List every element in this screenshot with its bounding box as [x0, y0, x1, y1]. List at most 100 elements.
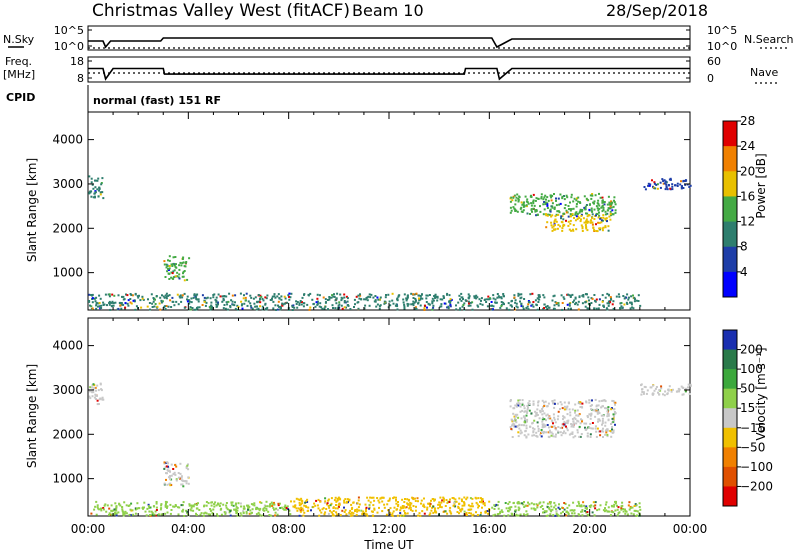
- heat-cell: [532, 200, 535, 203]
- heat-cell: [442, 500, 445, 503]
- heat-cell: [500, 303, 503, 306]
- heat-cell: [248, 512, 251, 515]
- heat-cell: [297, 498, 300, 501]
- heat-cell: [606, 292, 609, 295]
- heat-cell: [601, 210, 604, 213]
- heat-cell: [388, 497, 391, 500]
- heat-cell: [557, 506, 560, 509]
- heat-cell: [399, 506, 402, 509]
- heat-cell: [561, 195, 564, 198]
- heat-cell: [98, 189, 100, 192]
- heat-cell: [108, 295, 111, 298]
- heat-cell: [165, 505, 168, 508]
- heat-cell: [517, 294, 520, 297]
- heat-cell: [326, 503, 328, 506]
- colorbar-swatch-1-2: [723, 369, 737, 390]
- heat-cell: [90, 177, 93, 180]
- heat-cell: [575, 301, 578, 304]
- heat-cell: [543, 196, 546, 199]
- heat-cell: [431, 300, 434, 303]
- heat-cell: [181, 294, 184, 297]
- heat-cell: [279, 507, 282, 509]
- heat-cell: [601, 196, 604, 199]
- heat-cell: [349, 509, 352, 512]
- heat-cell: [491, 506, 494, 509]
- heat-cell: [236, 507, 239, 509]
- heat-cell: [523, 415, 525, 418]
- heat-cell: [93, 386, 96, 389]
- heat-cell: [242, 297, 245, 300]
- heat-cell: [633, 300, 636, 303]
- heat-cell: [596, 213, 599, 215]
- heat-cell: [548, 508, 551, 511]
- heat-cell: [584, 426, 586, 429]
- heat-cell: [261, 514, 264, 517]
- heat-cell: [570, 423, 573, 425]
- heat-cell: [443, 302, 446, 305]
- heat-cell: [599, 434, 602, 437]
- heat-cell: [479, 514, 482, 517]
- heat-cell: [347, 304, 349, 307]
- heat-cell: [328, 506, 331, 509]
- heat-cell: [495, 301, 498, 304]
- heat-cell: [172, 277, 175, 280]
- heat-cell: [571, 418, 574, 420]
- heat-cell: [426, 506, 429, 509]
- heat-cell: [557, 410, 560, 413]
- heat-cell: [173, 471, 176, 474]
- heat-cell: [413, 301, 416, 304]
- heat-cell: [275, 507, 278, 510]
- heat-cell: [200, 512, 203, 515]
- heat-cell: [537, 294, 540, 297]
- heat-cell: [151, 306, 154, 308]
- heat-cell: [174, 256, 177, 258]
- heat-cell: [554, 421, 557, 424]
- heat-cell: [584, 507, 587, 509]
- heat-cell: [178, 273, 181, 276]
- heat-cell: [600, 429, 603, 432]
- heat-cell: [621, 307, 624, 309]
- heat-cell: [194, 503, 197, 506]
- heat-cell: [579, 406, 582, 408]
- heat-cell: [542, 203, 545, 206]
- heat-cell: [521, 409, 524, 412]
- heat-cell: [586, 221, 589, 224]
- heat-cell: [551, 214, 554, 217]
- heat-cell: [377, 499, 380, 502]
- heat-cell: [595, 230, 598, 232]
- heat-cell: [467, 296, 470, 299]
- heat-cell: [426, 294, 429, 297]
- heat-cell: [438, 501, 441, 504]
- heat-cell: [201, 304, 204, 306]
- heat-cell: [579, 422, 582, 425]
- small-tick-right-1-0: 60: [707, 55, 721, 68]
- heat-cell: [687, 383, 690, 386]
- heat-cell: [365, 510, 367, 513]
- heat-cell: [263, 506, 266, 509]
- heat-cell: [570, 196, 573, 199]
- heat-cell: [613, 503, 616, 506]
- heat-cell: [184, 262, 187, 264]
- heat-cell: [112, 509, 115, 512]
- heat-cell: [389, 304, 392, 307]
- heat-cell: [578, 514, 581, 517]
- heat-cell: [608, 215, 611, 218]
- heat-cell: [166, 472, 168, 475]
- heat-cell: [614, 412, 617, 415]
- heat-cell: [205, 297, 208, 300]
- heat-cell: [307, 294, 310, 297]
- heat-cell: [543, 430, 545, 433]
- heat-cell: [345, 295, 348, 298]
- heat-cell: [352, 501, 355, 504]
- heat-cell: [618, 295, 621, 298]
- heat-cell: [491, 304, 493, 307]
- heat-cell: [224, 307, 227, 310]
- heat-cell: [551, 226, 554, 229]
- heat-cell: [609, 210, 612, 213]
- heat-cell: [614, 502, 617, 505]
- heat-cell: [550, 199, 553, 202]
- heat-cell: [282, 508, 285, 510]
- heat-cell: [598, 192, 600, 195]
- heat-cell: [600, 219, 603, 222]
- heat-cell: [516, 306, 519, 309]
